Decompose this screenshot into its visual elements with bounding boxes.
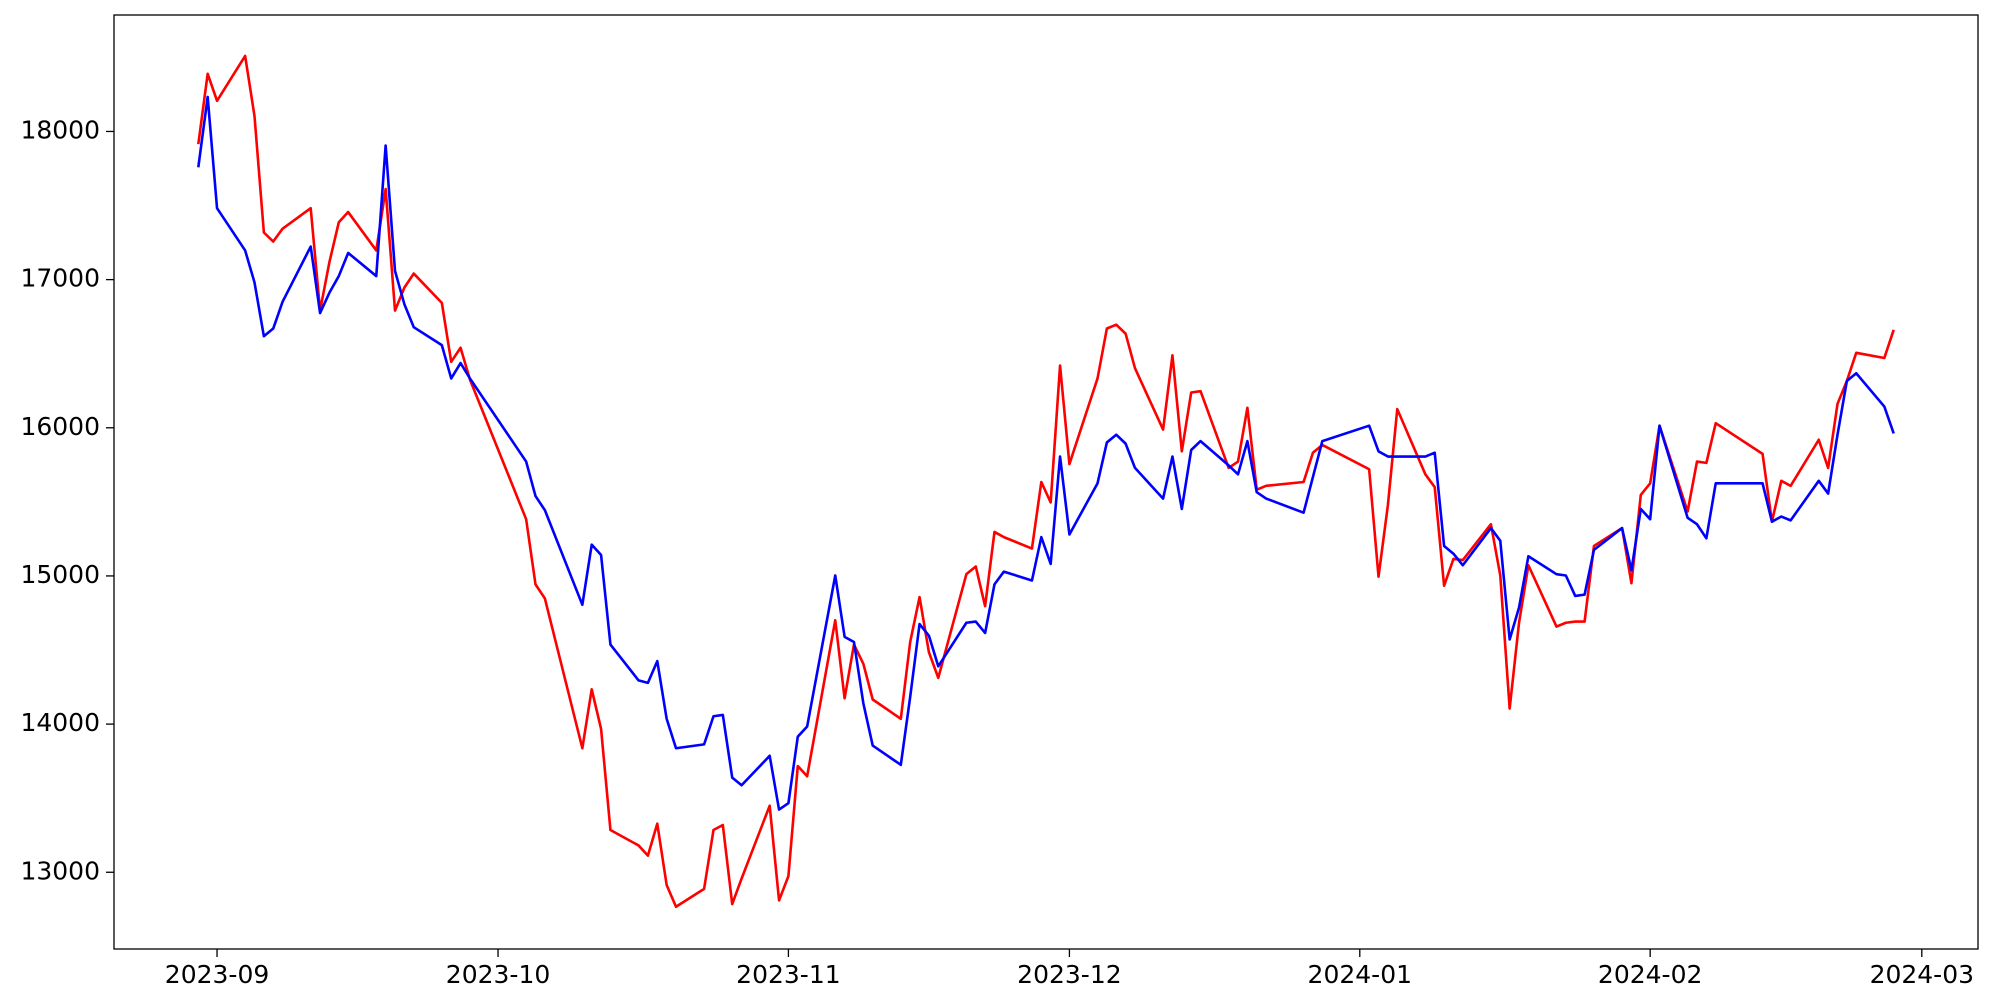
y-tick-label: 17000 [20, 264, 100, 293]
x-tick-label: 2023-11 [736, 960, 840, 989]
y-tick-label: 14000 [20, 708, 100, 737]
y-tick-label: 13000 [20, 856, 100, 885]
y-tick-label: 16000 [20, 412, 100, 441]
x-tick-label: 2024-02 [1598, 960, 1702, 989]
x-tick-label: 2023-10 [446, 960, 550, 989]
series-line [197, 54, 1895, 909]
y-tick-label: 18000 [20, 115, 100, 144]
x-tick-label: 2024-01 [1308, 960, 1412, 989]
x-tick-label: 2023-12 [1017, 960, 1121, 989]
plot-frame [113, 14, 1979, 950]
x-tick-label: 2024-03 [1870, 960, 1974, 989]
series-line [197, 95, 1895, 811]
y-tick-label: 15000 [20, 560, 100, 589]
x-tick-label: 2023-09 [165, 960, 269, 989]
